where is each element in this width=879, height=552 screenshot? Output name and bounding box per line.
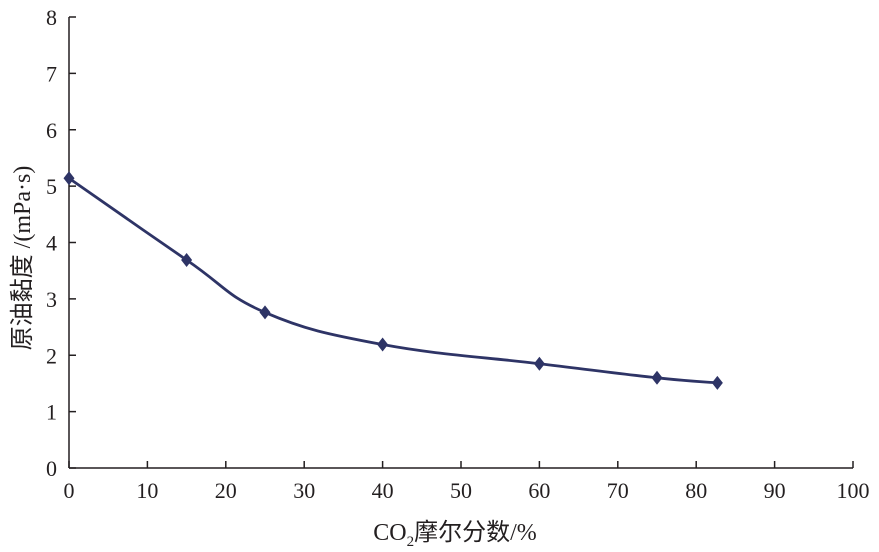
y-tick-label: 3 xyxy=(46,287,57,312)
x-tick-label: 30 xyxy=(293,478,315,503)
y-tick-label: 5 xyxy=(46,174,57,199)
data-point-marker xyxy=(533,356,545,371)
series-line xyxy=(68,177,718,385)
x-tick-label: 100 xyxy=(837,478,870,503)
y-tick-label: 7 xyxy=(46,61,57,86)
x-tick-label: 90 xyxy=(764,478,786,503)
x-axis-ticks: 0 10 20 30 40 50 60 70 80 90 100 xyxy=(64,461,870,503)
x-tick-label: 70 xyxy=(607,478,629,503)
y-tick-label: 6 xyxy=(46,118,57,143)
data-point-marker xyxy=(711,375,723,390)
data-point-marker xyxy=(63,171,75,186)
y-axis-title: 原油黏度 /(mPa·s) xyxy=(9,166,36,351)
x-tick-label: 0 xyxy=(64,478,75,503)
data-point-marker xyxy=(181,252,193,267)
y-tick-label: 0 xyxy=(46,456,57,481)
x-tick-label: 40 xyxy=(372,478,394,503)
y-tick-label: 8 xyxy=(46,5,57,30)
data-point-marker xyxy=(377,337,389,352)
x-tick-label: 50 xyxy=(450,478,472,503)
x-axis-title: CO2摩尔分数/% xyxy=(373,519,537,550)
y-tick-label: 2 xyxy=(46,343,57,368)
y-tick-label: 4 xyxy=(46,231,57,256)
x-tick-label: 60 xyxy=(528,478,550,503)
y-axis-ticks: 0 1 2 3 4 5 6 7 8 xyxy=(46,5,76,481)
x-tick-label: 10 xyxy=(136,478,158,503)
x-tick-label: 80 xyxy=(685,478,707,503)
data-point-marker xyxy=(651,370,663,385)
data-point-marker xyxy=(259,305,271,320)
y-tick-label: 1 xyxy=(46,400,57,425)
x-tick-label: 20 xyxy=(215,478,237,503)
axes xyxy=(68,17,853,469)
series-group xyxy=(63,171,723,390)
